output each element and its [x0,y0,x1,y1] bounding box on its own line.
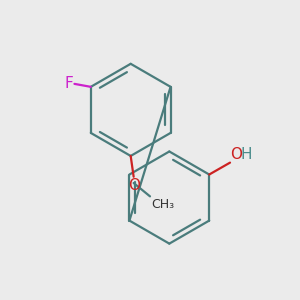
Text: F: F [64,76,73,92]
Text: H: H [240,147,252,162]
Text: CH₃: CH₃ [151,198,174,211]
Text: O: O [231,147,243,162]
Text: O: O [128,178,140,193]
